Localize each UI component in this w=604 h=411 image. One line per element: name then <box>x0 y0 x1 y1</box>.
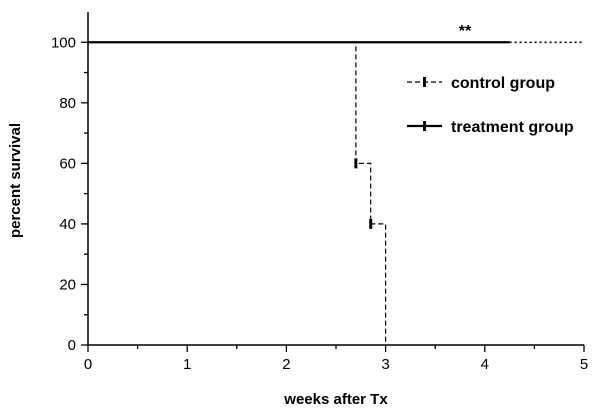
legend: control group treatment group <box>407 75 574 136</box>
y-tick-label: 100 <box>51 34 76 51</box>
x-tick-label: 2 <box>282 356 290 373</box>
series-line <box>88 41 387 345</box>
y-tick-label: 60 <box>59 155 76 172</box>
series-layer <box>88 41 584 345</box>
y-tick-label: 40 <box>59 216 76 233</box>
x-tick-label: 0 <box>84 356 92 373</box>
tick-marks <box>81 41 585 352</box>
significance-annotation: ** <box>459 23 472 40</box>
legend-label: control group <box>451 75 555 92</box>
x-axis-title: weeks after Tx <box>283 391 388 408</box>
axes <box>87 12 584 346</box>
tick-labels: 0 1 2 3 4 5 0 20 40 60 80 100 <box>51 34 588 373</box>
legend-label: treatment group <box>451 119 574 136</box>
x-tick-label: 4 <box>481 356 489 373</box>
x-tick-label: 1 <box>183 356 191 373</box>
y-tick-label: 20 <box>59 276 76 293</box>
y-axis-title: percent survival <box>7 123 24 238</box>
y-tick-label: 80 <box>59 95 76 112</box>
x-tick-label: 5 <box>580 356 588 373</box>
x-tick-label: 3 <box>381 356 389 373</box>
series-control-group <box>88 41 387 345</box>
y-tick-label: 0 <box>68 337 76 354</box>
